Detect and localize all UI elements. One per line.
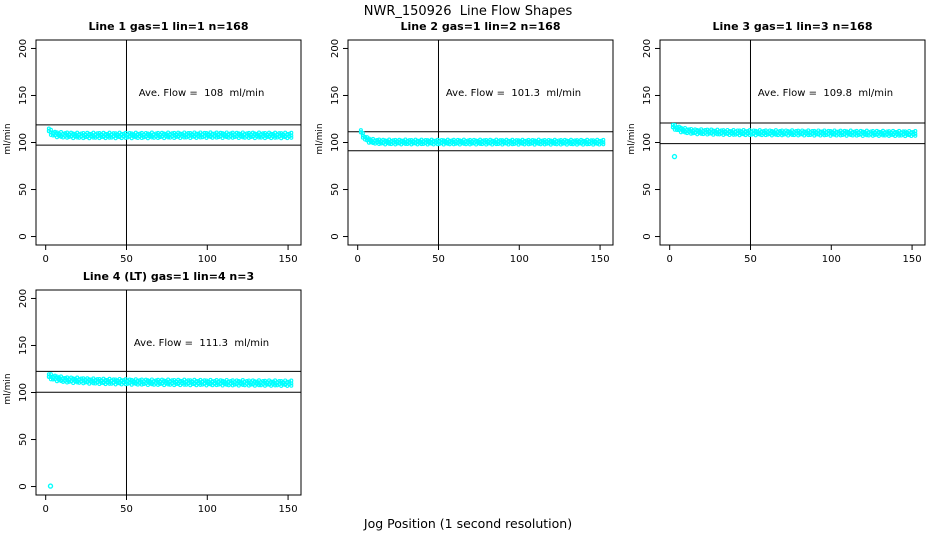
data-points (358, 128, 606, 147)
y-tick-label: 100 (330, 133, 341, 152)
y-tick-label: 50 (330, 183, 341, 196)
reference-lines (660, 40, 925, 245)
y-tick-label: 100 (18, 383, 29, 402)
x-tick-label: 50 (432, 254, 445, 265)
x-tick-label: 150 (279, 504, 298, 515)
y-tick-label: 200 (330, 39, 341, 58)
x-tick-label: 100 (198, 504, 217, 515)
y-tick-label: 100 (642, 133, 653, 152)
outlier-point (671, 153, 678, 160)
axes: 0 50 100 150 0 50 100 150 200 (18, 39, 302, 265)
x-tick-label: 150 (903, 254, 922, 265)
y-tick-label: 0 (18, 233, 29, 239)
y-tick-label: 200 (18, 289, 29, 308)
y-tick-label: 50 (18, 183, 29, 196)
reference-lines (36, 40, 301, 245)
x-tick-label: 150 (591, 254, 610, 265)
x-tick-label: 0 (355, 254, 361, 265)
plot-svg-line-1: 0 50 100 150 0 50 100 150 200 (18, 39, 302, 265)
y-tick-label: 150 (18, 336, 29, 355)
plot-svg-line-4: 0 50 100 150 0 50 100 150 200 (18, 289, 302, 515)
y-axis-label: ml/min (3, 373, 13, 405)
x-tick-label: 0 (43, 504, 49, 515)
x-tick-label: 100 (510, 254, 529, 265)
x-tick-label: 50 (120, 504, 133, 515)
x-axis-label: Jog Position (1 second resolution) (363, 516, 573, 531)
subplot-line-4: 0 50 100 150 0 50 100 150 200 Line 4 (LT) gas=1 … (0, 268, 312, 518)
subplot-title: Line 2 gas=1 lin=2 n=168 (400, 20, 561, 33)
y-axis-label: ml/min (627, 123, 637, 155)
x-tick-label: 0 (667, 254, 673, 265)
y-axis-label: ml/min (315, 123, 325, 155)
plot-svg-line-3: 0 50 100 150 0 50 100 150 200 (642, 39, 926, 265)
subplot-line-1: 0 50 100 150 0 50 100 150 200 Line 1 gas=1 lin=1… (0, 18, 312, 268)
y-tick-label: 50 (642, 183, 653, 196)
axes: 0 50 100 150 0 50 100 150 200 (642, 39, 926, 265)
y-tick-label: 200 (642, 39, 653, 58)
y-tick-label: 0 (330, 233, 341, 239)
y-tick-label: 0 (18, 483, 29, 489)
figure-title: NWR_150926 Line Flow Shapes (363, 4, 573, 19)
axes: 0 50 100 150 0 50 100 150 200 (330, 39, 614, 265)
data-points (670, 122, 918, 160)
outlier-point (47, 483, 54, 489)
x-tick-label: 50 (744, 254, 757, 265)
y-tick-label: 150 (330, 86, 341, 105)
subplot-title: Line 1 gas=1 lin=1 n=168 (88, 20, 249, 33)
subplot-title: Line 4 (LT) gas=1 lin=4 n=3 (82, 270, 255, 283)
x-tick-label: 150 (279, 254, 298, 265)
y-tick-label: 200 (18, 39, 29, 58)
data-points (46, 126, 294, 141)
subplot-line-3: 0 50 100 150 0 50 100 150 200 Line 3 gas=1 lin=3… (624, 18, 936, 268)
plot-svg-line-2: 0 50 100 150 0 50 100 150 200 (330, 39, 614, 265)
y-tick-label: 100 (18, 133, 29, 152)
ave-flow-annotation: Ave. Flow = 109.8 ml/min (757, 88, 894, 99)
axes: 0 50 100 150 0 50 100 150 200 (18, 289, 302, 515)
y-tick-label: 150 (642, 86, 653, 105)
x-tick-label: 100 (198, 254, 217, 265)
subplot-line-2: 0 50 100 150 0 50 100 150 200 Line 2 gas=1 lin=2… (312, 18, 624, 268)
ave-flow-annotation: Ave. Flow = 101.3 ml/min (445, 88, 582, 99)
y-tick-label: 50 (18, 433, 29, 446)
x-tick-label: 100 (822, 254, 841, 265)
ave-flow-annotation: Ave. Flow = 111.3 ml/min (133, 338, 270, 349)
y-tick-label: 150 (18, 86, 29, 105)
y-axis-label: ml/min (3, 123, 13, 155)
x-tick-label: 50 (120, 254, 133, 265)
reference-lines (36, 290, 301, 495)
y-tick-label: 0 (642, 233, 653, 239)
x-tick-label: 0 (43, 254, 49, 265)
subplot-title: Line 3 gas=1 lin=3 n=168 (712, 20, 873, 33)
data-points (46, 372, 294, 489)
ave-flow-annotation: Ave. Flow = 108 ml/min (138, 88, 265, 99)
